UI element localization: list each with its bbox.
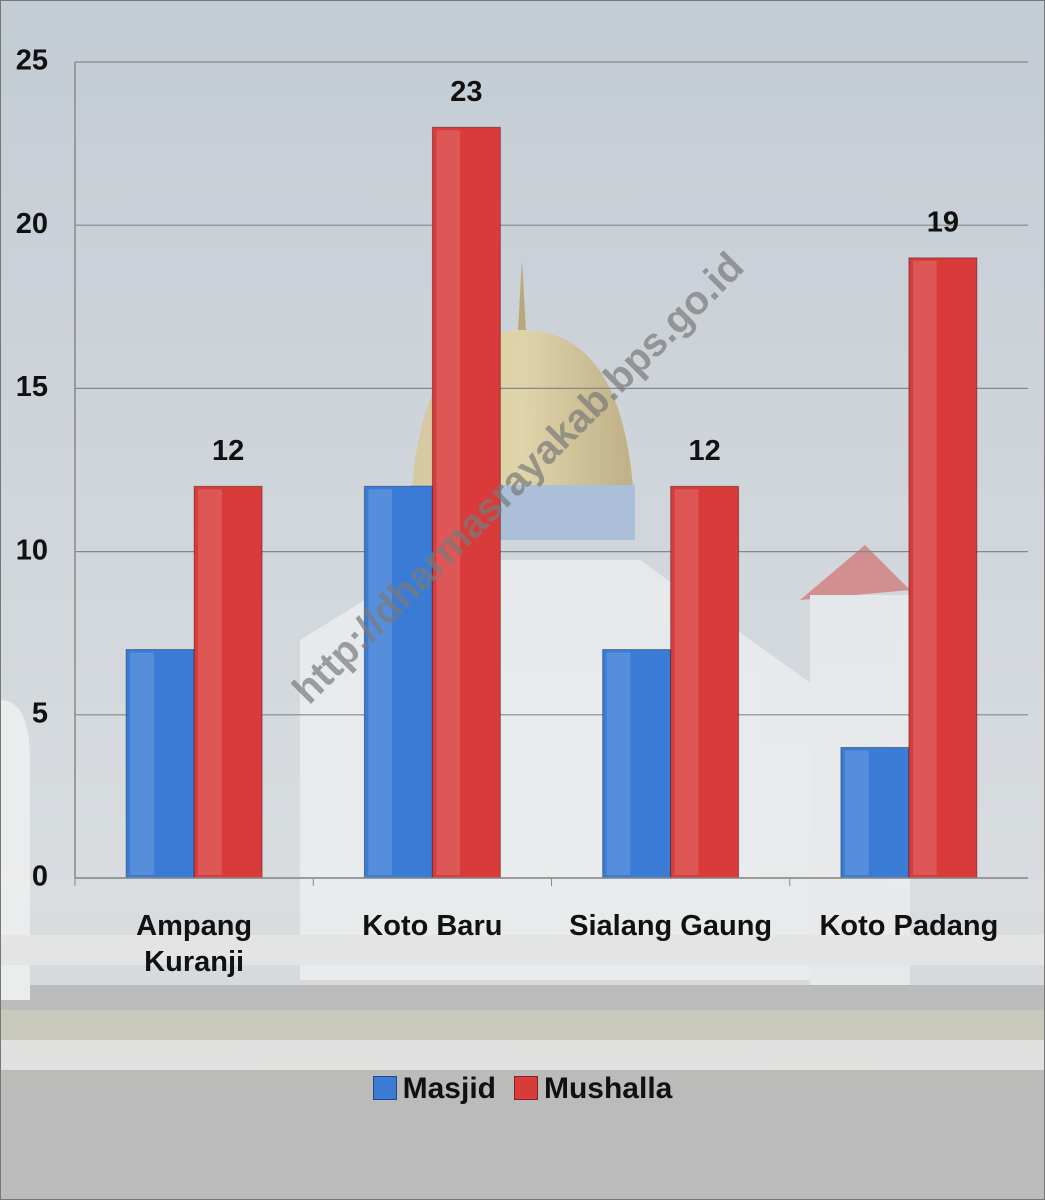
y-tick-label: 25 — [16, 45, 48, 77]
x-tick-label: Ampang Kuranji — [136, 910, 253, 978]
bar — [363, 485, 433, 879]
y-tick-label: 0 — [32, 861, 48, 893]
data-label: 12 — [688, 435, 720, 467]
legend-swatch — [513, 1076, 538, 1100]
bar-shine — [912, 260, 937, 876]
bar-shine — [436, 130, 461, 875]
legend-label: Mushalla — [543, 1072, 673, 1105]
y-tick-label: 20 — [16, 208, 48, 240]
data-label: 23 — [450, 76, 482, 108]
legend-label: Masjid — [402, 1072, 496, 1105]
x-tick-label: Koto Padang — [819, 910, 999, 942]
legend-item: Masjid — [372, 1072, 496, 1106]
legend-swatch — [372, 1076, 397, 1100]
y-tick-label: 15 — [16, 371, 48, 403]
bar — [193, 485, 263, 879]
bar — [602, 649, 672, 879]
legend-item: Mushalla — [513, 1072, 673, 1106]
bar-shine — [130, 652, 154, 875]
x-tick-label: Koto Baru — [362, 910, 503, 942]
y-tick-label: 10 — [16, 534, 48, 566]
bar-shine — [844, 750, 869, 875]
bar-shine — [674, 489, 699, 875]
bar-shine — [368, 489, 393, 875]
bar — [670, 485, 740, 879]
bar — [908, 257, 978, 879]
data-label: 19 — [927, 206, 959, 238]
bar — [125, 649, 195, 879]
bar-shine — [606, 652, 631, 875]
y-tick-label: 5 — [32, 697, 48, 729]
legend: Masjid Mushalla — [0, 1072, 1045, 1106]
x-tick-label: Sialang Gaung — [569, 910, 773, 942]
bar — [840, 746, 910, 879]
bar-shine — [198, 489, 222, 875]
bar — [431, 126, 501, 879]
data-label: 12 — [212, 435, 244, 467]
